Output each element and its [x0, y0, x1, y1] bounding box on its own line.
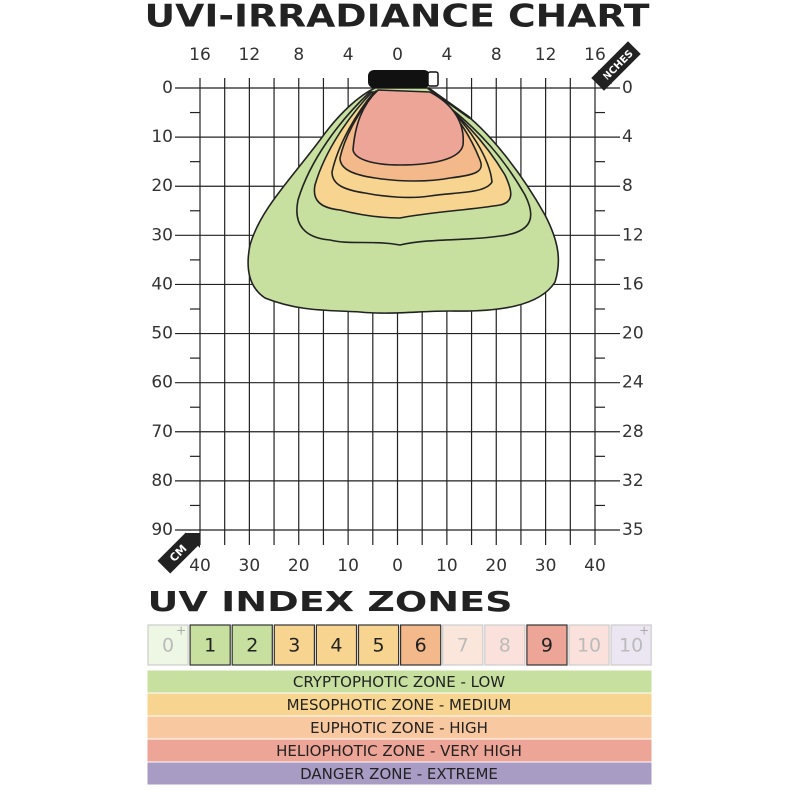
light-fixture [368, 70, 439, 88]
right-tick-label: 12 [622, 225, 644, 245]
irradiance-map [247, 86, 560, 314]
cm-arrowhead [186, 533, 200, 548]
bottom-tick-label: 20 [288, 556, 310, 576]
zone-very-high [352, 89, 465, 166]
index-box [147, 624, 189, 666]
index-box [526, 624, 568, 666]
right-tick-label: 24 [622, 373, 644, 393]
index-box [442, 624, 484, 666]
index-label: 8 [499, 635, 511, 657]
zones-title: UV INDEX ZONES [148, 585, 513, 618]
index-box [400, 624, 442, 666]
zone-label: DANGER ZONE - EXTREME [300, 765, 498, 783]
bottom-tick-label: 10 [337, 556, 359, 576]
top-tick-label: 16 [584, 45, 606, 65]
left-tick-label: 50 [151, 324, 173, 344]
top-tick-label: 12 [535, 45, 557, 65]
index-scale: 0+1 2 3 4 5 6 7 8 9 10 10+ [147, 624, 652, 666]
top-tick-label: 12 [239, 45, 261, 65]
index-label: 2 [246, 635, 258, 657]
index-box [357, 624, 400, 666]
right-tick-label: 16 [622, 274, 644, 294]
index-box [189, 624, 231, 666]
top-tick-label: 8 [293, 45, 304, 65]
index-plus: + [639, 624, 649, 638]
index-box [484, 624, 526, 666]
index-box [231, 624, 273, 666]
bottom-tick-label: 0 [392, 556, 403, 576]
zone-label: MESOPHOTIC ZONE - MEDIUM [287, 696, 512, 714]
top-tick-label: 4 [343, 45, 354, 65]
index-box [273, 624, 315, 666]
bottom-tick-label: 10 [436, 556, 458, 576]
zone-label: EUPHOTIC ZONE - HIGH [310, 719, 488, 737]
top-tick-label: 4 [441, 45, 452, 65]
index-label: 5 [373, 635, 385, 657]
index-label: 1 [204, 635, 216, 657]
left-tick-label: 80 [151, 471, 173, 491]
index-box [568, 624, 610, 666]
index-label: 10 [619, 635, 643, 657]
left-tick-label: 10 [151, 127, 173, 147]
right-tick-label: 20 [622, 324, 644, 344]
right-tick-label: 8 [622, 176, 633, 196]
right-tick-label: 4 [622, 127, 633, 147]
zone-label: HELIOPHOTIC ZONE - VERY HIGH [276, 742, 522, 760]
right-tick-label: 32 [622, 471, 644, 491]
title: UVI-IRRADIANCE CHART [145, 0, 650, 35]
index-box [315, 624, 358, 666]
left-tick-label: 90 [151, 520, 173, 540]
zone-bar [146, 761, 653, 786]
cm-tag [157, 532, 199, 574]
left-tick-label: 40 [151, 274, 173, 294]
right-tick-label: 0 [622, 78, 633, 98]
index-plus: + [176, 624, 186, 638]
top-tick-label: 16 [189, 45, 211, 65]
bottom-tick-label: 30 [239, 556, 261, 576]
index-label: 10 [577, 635, 601, 657]
bottom-tick-label: 40 [584, 556, 606, 576]
bottom-tick-label: 40 [189, 556, 211, 576]
index-label: 6 [415, 635, 427, 657]
index-label: 3 [288, 635, 300, 657]
index-label: 0 [162, 635, 174, 657]
left-tick-label: 60 [151, 373, 173, 393]
bottom-tick-label: 20 [485, 556, 507, 576]
beam-edge [427, 86, 471, 120]
left-tick-label: 70 [151, 422, 173, 442]
right-tick-label: 35 [622, 520, 644, 540]
zone-legend: CRYPTOPHOTIC ZONE - LOW MESOPHOTIC ZONE -… [146, 669, 653, 786]
index-label: 9 [541, 635, 553, 657]
left-tick-label: 0 [162, 78, 173, 98]
fixture-body [368, 70, 430, 88]
index-box [610, 624, 652, 666]
left-tick-label: 30 [151, 225, 173, 245]
cm-arrow: CM [157, 532, 199, 574]
left-tick-label: 20 [151, 176, 173, 196]
top-tick-label: 8 [491, 45, 502, 65]
right-tick-label: 28 [622, 422, 644, 442]
fixture-cap [427, 71, 439, 87]
index-label: 7 [457, 635, 469, 657]
top-tick-label: 0 [392, 45, 403, 65]
zone-label: CRYPTOPHOTIC ZONE - LOW [293, 673, 505, 691]
index-label: 4 [330, 635, 342, 657]
inches-arrowhead [598, 70, 612, 84]
bottom-tick-label: 30 [535, 556, 557, 576]
